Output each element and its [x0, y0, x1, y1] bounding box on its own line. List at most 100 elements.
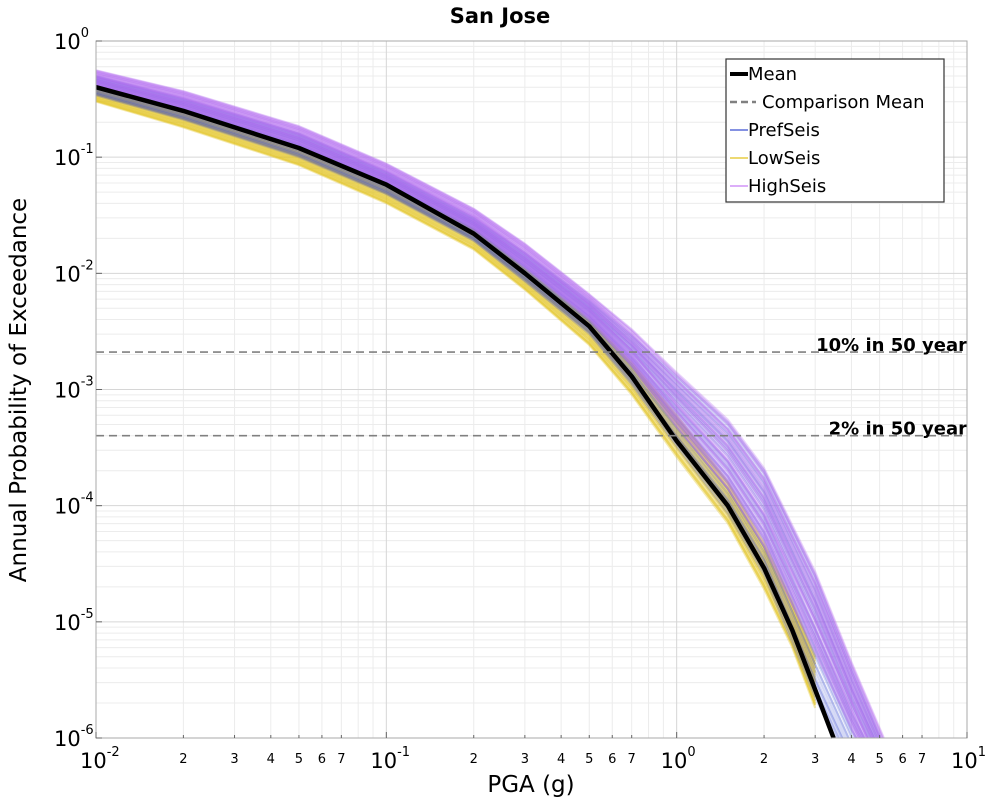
- x-tick-label: 10-1: [370, 745, 410, 773]
- reference-label-0: 10% in 50 year: [816, 335, 967, 356]
- curve-highseis: [95, 79, 869, 739]
- curve-prefseis: [95, 83, 866, 739]
- x-minor-tick-label: 2: [470, 752, 478, 767]
- x-minor-tick-label: 6: [608, 752, 616, 767]
- curve-highseis: [95, 85, 859, 739]
- x-minor-tick-label: 5: [295, 752, 303, 767]
- x-tick-label: 100: [661, 745, 696, 773]
- legend-box: [725, 58, 945, 203]
- legend-label-0: Mean: [748, 64, 797, 85]
- curve-highseis: [95, 81, 866, 739]
- x-tick-label: 101: [951, 745, 986, 773]
- x-minor-tick-label: 4: [557, 752, 565, 767]
- curve-prefseis: [95, 77, 879, 739]
- y-tick-labels: 100 10-1 10-2 10-3 10-4 10-5 10-6: [54, 26, 102, 751]
- curve-highseis: [95, 84, 861, 739]
- curve-lowseis: [95, 88, 817, 665]
- curve-lowseis: [95, 100, 817, 709]
- curve-highseis: [95, 75, 875, 739]
- curve-highseis: [95, 82, 864, 739]
- curve-highseis: [95, 70, 884, 739]
- curve-highseis: [95, 83, 861, 739]
- x-minor-tick-label: 3: [811, 752, 819, 767]
- y-tick-label: 10-5: [54, 607, 94, 635]
- curve-highseis: [95, 69, 885, 739]
- x-minor-tick-label: 4: [267, 752, 275, 767]
- curve-prefseis: [95, 79, 875, 739]
- curve-prefseis: [95, 83, 866, 739]
- curve-lowseis: [95, 92, 817, 678]
- curve-prefseis: [95, 82, 869, 739]
- curve-highseis: [95, 80, 867, 739]
- y-tick-label: 100: [54, 26, 89, 54]
- series-highseis: [95, 69, 885, 739]
- curve-highseis: [95, 76, 873, 739]
- curve-lowseis: [95, 99, 817, 704]
- curve-prefseis: [95, 76, 880, 739]
- legend-label-1: Comparison Mean: [762, 92, 925, 113]
- y-tick-label: 10-2: [54, 258, 94, 286]
- y-tick-label: 10-4: [54, 491, 94, 519]
- curve-highseis: [95, 78, 870, 739]
- curve-lowseis: [95, 97, 817, 698]
- y-axis-label: Annual Probability of Exceedance: [6, 198, 32, 582]
- y-tick-label: 10-6: [54, 723, 94, 751]
- reference-label-1: 2% in 50 year: [829, 419, 967, 440]
- curve-highseis: [95, 71, 881, 739]
- curve-highseis: [95, 72, 880, 739]
- x-minor-tick-label: 2: [760, 752, 768, 767]
- y-tick-label: 10-1: [54, 142, 94, 170]
- curve-highseis: [95, 76, 874, 739]
- curve-lowseis: [95, 88, 817, 665]
- curve-prefseis: [95, 78, 876, 739]
- curve-highseis: [95, 73, 879, 739]
- x-tick-label: 10-2: [80, 745, 120, 773]
- curve-prefseis: [95, 78, 877, 739]
- x-minor-tick-label: 6: [898, 752, 906, 767]
- chart-title: San Jose: [450, 4, 551, 28]
- curve-prefseis: [95, 80, 872, 739]
- curve-highseis: [95, 78, 871, 739]
- curve-prefseis: [95, 94, 836, 739]
- y-tick-label: 10-3: [54, 375, 94, 403]
- curve-prefseis: [95, 81, 870, 739]
- curve-highseis: [95, 74, 878, 739]
- curve-highseis: [95, 79, 869, 739]
- x-minor-tick-label: 3: [230, 752, 238, 767]
- x-minor-tick-label: 6: [318, 752, 326, 767]
- curve-highseis: [95, 79, 868, 739]
- curve-prefseis: [95, 84, 864, 739]
- curve-highseis: [95, 70, 884, 739]
- curve-highseis: [95, 83, 862, 739]
- curve-highseis: [95, 81, 865, 739]
- legend-label-2: PrefSeis: [748, 120, 820, 141]
- curve-lowseis: [95, 95, 817, 692]
- curve-highseis: [95, 81, 865, 739]
- x-minor-tick-label: 3: [521, 752, 529, 767]
- x-minor-tick-label: 7: [918, 752, 926, 767]
- curve-lowseis: [95, 99, 817, 706]
- curve-highseis: [95, 71, 882, 739]
- curve-prefseis: [95, 74, 882, 739]
- curve-prefseis: [95, 79, 874, 739]
- x-minor-tick-label: 5: [585, 752, 593, 767]
- curve-highseis: [95, 73, 879, 739]
- curve-lowseis: [95, 99, 817, 706]
- curve-highseis: [95, 69, 885, 739]
- x-minor-tick-label: 2: [179, 752, 187, 767]
- curve-highseis: [95, 71, 882, 739]
- x-minor-tick-label: 4: [847, 752, 855, 767]
- x-axis-label: PGA (g): [487, 772, 574, 798]
- x-minor-tick-label: 5: [875, 752, 883, 767]
- curve-highseis: [95, 75, 875, 739]
- curve-prefseis: [95, 80, 873, 739]
- curve-highseis: [95, 75, 875, 739]
- legend-label-3: LowSeis: [748, 148, 820, 169]
- curve-highseis: [95, 84, 860, 739]
- curve-lowseis: [95, 97, 817, 698]
- legend-label-4: HighSeis: [748, 176, 826, 197]
- legend: Mean Comparison Mean PrefSeis LowSeis HighSe…: [725, 58, 945, 203]
- reference-lines: 10% in 50 year 2% in 50 year: [96, 335, 967, 440]
